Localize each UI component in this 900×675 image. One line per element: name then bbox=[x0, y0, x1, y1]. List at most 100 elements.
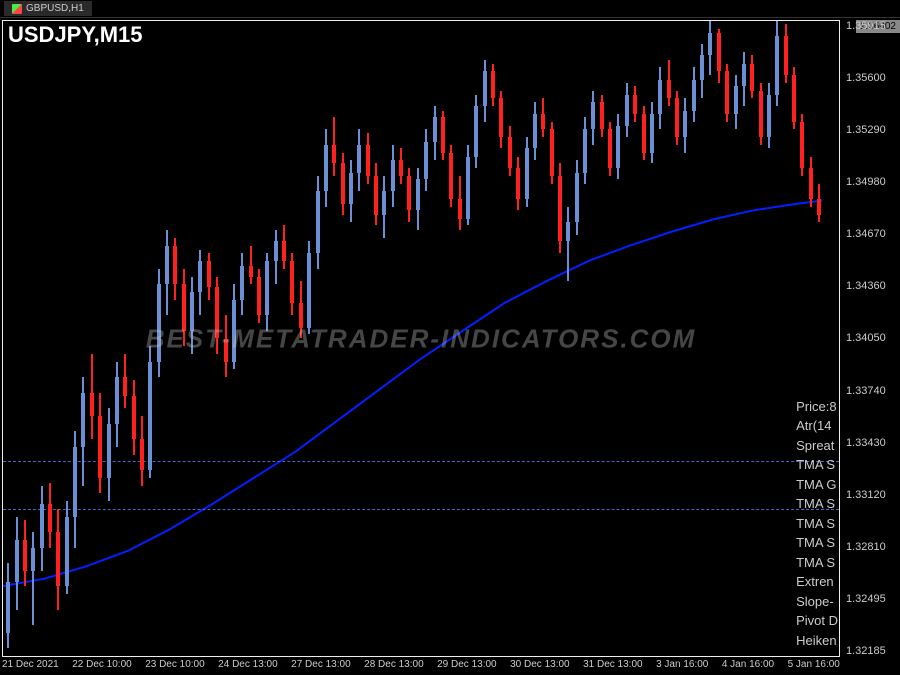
candle-body bbox=[541, 114, 545, 129]
candle-body bbox=[290, 261, 294, 303]
indicator-label: Extren bbox=[796, 572, 838, 592]
candle-body bbox=[742, 64, 746, 86]
indicator-label: Heiken bbox=[796, 631, 838, 651]
candle-body bbox=[148, 362, 152, 470]
indicator-label: Pivot D bbox=[796, 611, 838, 631]
candle-body bbox=[48, 504, 52, 532]
candle-body bbox=[274, 241, 278, 261]
candle-body bbox=[458, 199, 462, 219]
candle-body bbox=[616, 126, 620, 168]
candle-body bbox=[81, 393, 85, 447]
candle-body bbox=[483, 71, 487, 107]
candle-body bbox=[332, 145, 336, 164]
x-axis-label: 4 Jan 16:00 bbox=[722, 659, 774, 675]
candle-body bbox=[265, 261, 269, 315]
candle-body bbox=[157, 284, 161, 361]
candle-body bbox=[198, 261, 202, 292]
indicator-label: TMA G bbox=[796, 475, 838, 495]
candle-body bbox=[750, 64, 754, 90]
indicator-label: TMA S bbox=[796, 455, 838, 475]
candle-body bbox=[575, 173, 579, 223]
candle-body bbox=[491, 71, 495, 99]
candle-body bbox=[800, 122, 804, 168]
candle-body bbox=[424, 142, 428, 179]
candle-body bbox=[416, 179, 420, 210]
x-axis-label: 28 Dec 13:00 bbox=[364, 659, 424, 675]
y-axis-label: 1.33120 bbox=[842, 489, 900, 501]
candle-body bbox=[107, 424, 111, 478]
candle-body bbox=[809, 168, 813, 199]
candle-body bbox=[407, 176, 411, 210]
indicator-label: Atr(14 bbox=[796, 416, 838, 436]
candle-body bbox=[784, 36, 788, 75]
candle-body bbox=[299, 303, 303, 328]
horizontal-level-line bbox=[3, 461, 839, 462]
moving-average-line bbox=[3, 21, 839, 656]
candle-body bbox=[382, 191, 386, 214]
candle-body bbox=[115, 377, 119, 423]
indicator-label: Spreat bbox=[796, 436, 838, 456]
x-axis: 21 Dec 202122 Dec 10:0023 Dec 10:0024 De… bbox=[2, 659, 840, 675]
candle-body bbox=[441, 117, 445, 153]
y-axis-label: 1.34670 bbox=[842, 228, 900, 240]
candle-body bbox=[190, 292, 194, 331]
indicator-list: Price:8Atr(14SpreatTMA STMA GTMA STMA ST… bbox=[796, 397, 838, 651]
x-axis-label: 22 Dec 10:00 bbox=[72, 659, 132, 675]
candle-wick bbox=[32, 532, 34, 625]
candle-body bbox=[817, 199, 821, 214]
candle-body bbox=[123, 377, 127, 396]
candle-body bbox=[667, 80, 671, 99]
candle-body bbox=[56, 532, 60, 586]
candle-body bbox=[558, 176, 562, 241]
candle-body bbox=[725, 71, 729, 114]
x-axis-label: 24 Dec 13:00 bbox=[218, 659, 278, 675]
candle-body bbox=[307, 253, 311, 327]
candle-body bbox=[474, 106, 478, 157]
candle-body bbox=[65, 517, 69, 587]
y-axis-label: 1.32495 bbox=[842, 593, 900, 605]
y-axis-label: 1.32185 bbox=[842, 645, 900, 657]
candle-body bbox=[282, 241, 286, 261]
candle-body bbox=[257, 277, 261, 316]
y-axis-label: 1.34050 bbox=[842, 332, 900, 344]
candle-body bbox=[767, 95, 771, 137]
candle-body bbox=[499, 98, 503, 137]
candle-body bbox=[15, 540, 19, 582]
candle-body bbox=[692, 80, 696, 111]
candle-body bbox=[140, 439, 144, 470]
candle-body bbox=[700, 55, 704, 80]
horizontal-level-line bbox=[3, 509, 839, 510]
candle-body bbox=[550, 129, 554, 175]
y-axis-label: 1.34360 bbox=[842, 280, 900, 292]
candle-body bbox=[73, 447, 77, 517]
candle-body bbox=[566, 222, 570, 241]
chart-container: USDJPY,M15 BEST-METATRADER-INDICATORS.CO… bbox=[0, 18, 900, 675]
candle-body bbox=[650, 114, 654, 153]
candle-body bbox=[642, 114, 646, 153]
chart-tab[interactable]: GBPUSD,H1 bbox=[4, 1, 92, 16]
x-axis-label: 21 Dec 2021 bbox=[2, 659, 59, 675]
candle-body bbox=[132, 396, 136, 439]
y-axis-label: 1.35915 bbox=[842, 20, 900, 32]
chart-area[interactable]: BEST-METATRADER-INDICATORS.COM bbox=[2, 20, 840, 657]
candle-body bbox=[449, 153, 453, 199]
candle-body bbox=[708, 33, 712, 55]
candle-body bbox=[466, 157, 470, 219]
y-axis-label: 1.33740 bbox=[842, 385, 900, 397]
chart-tab-icon bbox=[12, 4, 22, 14]
chart-title: USDJPY,M15 bbox=[8, 22, 143, 48]
y-axis-label: 1.34980 bbox=[842, 176, 900, 188]
candle-body bbox=[90, 393, 94, 416]
candle-body bbox=[683, 111, 687, 137]
candle-body bbox=[775, 36, 779, 95]
x-axis-label: 3 Jan 16:00 bbox=[656, 659, 708, 675]
indicator-label: TMA S bbox=[796, 553, 838, 573]
candle-body bbox=[374, 176, 378, 215]
candle-body bbox=[240, 266, 244, 300]
tab-bar: GBPUSD,H1 bbox=[0, 0, 900, 18]
candle-body bbox=[357, 145, 361, 173]
candle-body bbox=[399, 160, 403, 175]
candle-body bbox=[31, 548, 35, 571]
candle-body bbox=[633, 95, 637, 114]
candle-body bbox=[249, 266, 253, 277]
